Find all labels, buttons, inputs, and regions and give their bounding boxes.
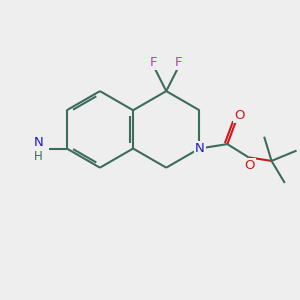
Text: N: N [33,136,43,148]
Text: F: F [175,56,183,69]
Text: H: H [34,150,43,163]
Text: F: F [150,56,157,69]
Text: O: O [244,159,255,172]
Text: N: N [195,142,205,155]
Text: O: O [234,109,244,122]
